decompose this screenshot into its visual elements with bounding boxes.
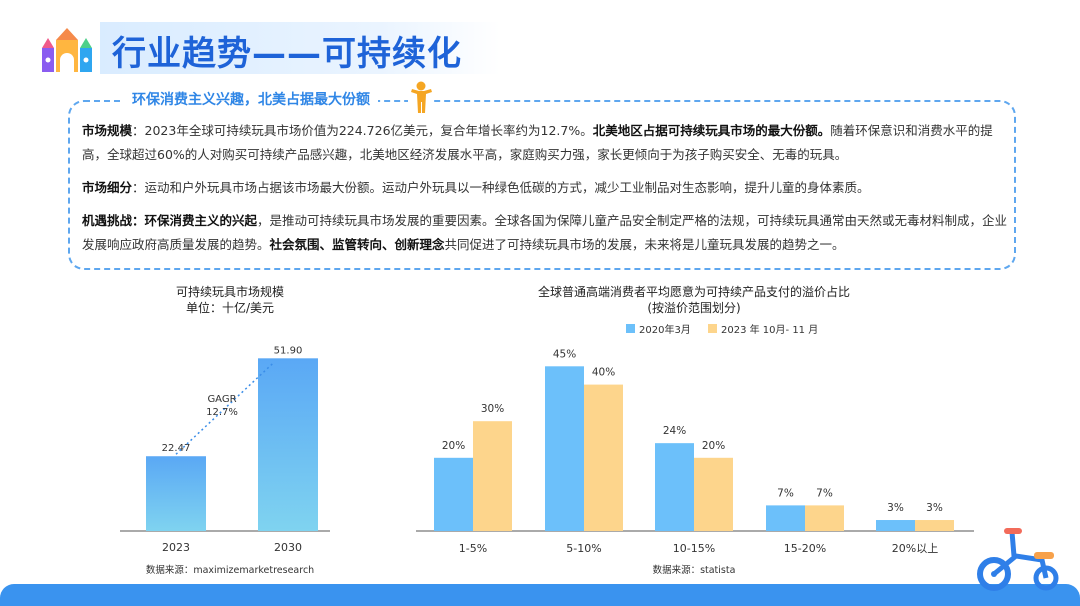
label-market-segment: 市场细分: [82, 180, 133, 195]
chart2-value-label: 7%: [816, 487, 833, 499]
chart1-tick-label: 2023: [162, 541, 190, 554]
chart2-bar-5-10%-s2: [584, 384, 623, 531]
chart1-bar-2030: [258, 358, 318, 531]
chart1-annotation-label: GAGR: [207, 394, 236, 405]
chart2-bar-10-15%-s2: [694, 457, 733, 531]
chart2-value-label: 3%: [926, 502, 943, 514]
chart2-value-label: 20%: [702, 440, 725, 452]
text-market-size-1: ：2023年全球可持续玩具市场价值为224.726亿美元，复合年增长率约为12.…: [132, 123, 593, 138]
text-opportunity-1: ，是推动可持续玩具市场发展的重要因素。全球各国为保障儿童产品安全制定严格的法规，…: [82, 213, 1008, 252]
page-title: 行业趋势——可持续化: [112, 34, 462, 74]
chart2-value-label: 24%: [663, 425, 686, 437]
section-subtitle: 环保消费主义兴趣，北美占据最大份额: [124, 89, 378, 109]
tricycle-icon: [977, 528, 1059, 591]
chart2-bar-20%以上-s1: [876, 520, 915, 531]
chart2-source: 数据来源：statista: [653, 564, 736, 576]
chart2-legend-label: 2023 年 10月- 11 月: [721, 323, 818, 336]
paragraph-market-segment: 市场细分：运动和户外玩具市场占据该市场最大份额。运动户外玩具以一种绿色低碳的方式…: [82, 176, 1012, 200]
chart2-value-label: 20%: [442, 440, 465, 452]
chart1-tick-label: 2030: [274, 541, 302, 554]
chart1-annotation-value: 12.7%: [206, 407, 238, 418]
chart2-legend-swatch: [626, 324, 635, 333]
chart2-bar-1-5%-s1: [434, 457, 473, 531]
text-market-size-bold: 北美地区占据可持续玩具市场的最大份额。: [592, 123, 831, 138]
paragraph-opportunity: 机遇挑战：环保消费主义的兴起，是推动可持续玩具市场发展的重要因素。全球各国为保障…: [82, 209, 1012, 257]
chart2-tick-label: 5-10%: [566, 542, 601, 555]
chart2-bar-15-20%-s1: [766, 505, 805, 531]
chart2-tick-label: 20%以上: [892, 542, 938, 555]
chart2-tick-label: 10-15%: [673, 542, 715, 555]
chart1-value-label: 51.90: [274, 345, 303, 356]
chart2-tick-label: 1-5%: [459, 542, 487, 555]
chart2-legend-swatch: [708, 324, 717, 333]
chart1-growth-line: [175, 361, 275, 455]
chart2-bar-15-20%-s2: [805, 505, 844, 531]
title-band: [100, 22, 500, 74]
chart2-value-label: 3%: [887, 502, 904, 514]
chart2-bar-1-5%-s2: [473, 421, 512, 531]
chart2-value-label: 7%: [777, 487, 794, 499]
text-opportunity-bold-2: 社会氛围、监管转向、创新理念: [269, 237, 445, 252]
chart1-bar-2023: [146, 456, 206, 531]
chart2-value-label: 40%: [592, 367, 615, 379]
bottom-bar: [0, 584, 1080, 606]
text-opportunity-2: 共同促进了可持续玩具市场的发展，未来将是儿童玩具发展的趋势之一。: [444, 237, 845, 252]
summary-panel: [68, 100, 1016, 270]
text-market-segment: ：运动和户外玩具市场占据该市场最大份额。运动户外玩具以一种绿色低碳的方式，减少工…: [132, 180, 870, 195]
text-market-size-2: 随着环保意识和消费水平的提高，全球超过60%的人对购买可持续产品感兴趣，北美地区…: [82, 123, 993, 162]
chart1-source: 数据来源：maximizemarketresearch: [146, 564, 314, 576]
paragraph-market-size: 市场规模：2023年全球可持续玩具市场价值为224.726亿美元，复合年增长率约…: [82, 119, 1012, 167]
text-opportunity-bold-1: 环保消费主义的兴起: [144, 213, 258, 228]
chart1-subtitle: 单位：十亿/美元: [186, 300, 274, 315]
chart1-value-label: 22.47: [162, 443, 191, 454]
chart2-bar-5-10%-s1: [545, 366, 584, 531]
label-opportunity: 机遇挑战：: [82, 213, 145, 228]
chart2-value-label: 30%: [481, 403, 504, 415]
chart1-title: 可持续玩具市场规模: [176, 284, 284, 299]
toy-castle-icon: [42, 28, 92, 72]
chart2-subtitle: (按溢价范围划分): [647, 301, 740, 315]
chart2-value-label: 45%: [553, 348, 576, 360]
chart2-legend-label: 2020年3月: [639, 323, 691, 336]
chart2-tick-label: 15-20%: [784, 542, 826, 555]
chart2-bar-20%以上-s2: [915, 520, 954, 531]
child-icon: [408, 80, 434, 114]
chart2-bar-10-15%-s1: [655, 443, 694, 531]
chart2-title: 全球普通高端消费者平均愿意为可持续产品支付的溢价占比: [538, 284, 850, 299]
label-market-size: 市场规模: [82, 123, 133, 138]
